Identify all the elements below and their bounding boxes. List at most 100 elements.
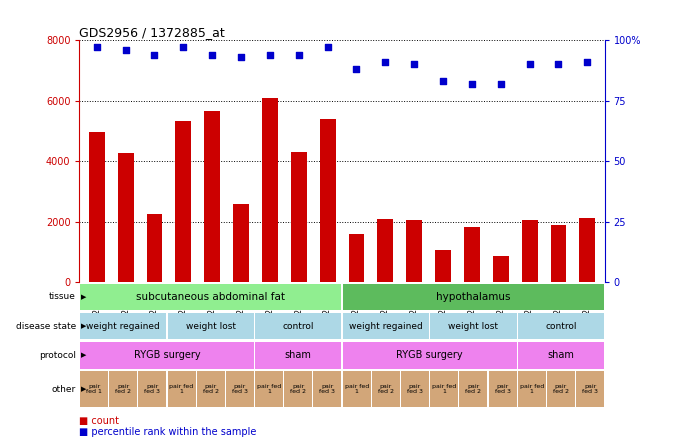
Bar <box>320 119 336 282</box>
Text: pair
fed 2: pair fed 2 <box>553 384 569 394</box>
Bar <box>168 371 196 407</box>
Text: ▶: ▶ <box>81 323 86 329</box>
Text: pair
fed 3: pair fed 3 <box>495 384 511 394</box>
Point <box>236 53 247 60</box>
Text: pair
fed 2: pair fed 2 <box>290 384 306 394</box>
Bar <box>168 313 254 339</box>
Text: RYGB surgery: RYGB surgery <box>133 350 200 360</box>
Text: control: control <box>283 321 314 330</box>
Bar <box>518 371 546 407</box>
Bar <box>377 219 393 282</box>
Bar <box>518 342 604 369</box>
Text: ▶: ▶ <box>81 386 86 392</box>
Text: pair
fed 3: pair fed 3 <box>144 384 160 394</box>
Bar <box>430 313 516 339</box>
Text: pair
fed 2: pair fed 2 <box>202 384 219 394</box>
Text: pair fed
1: pair fed 1 <box>432 384 456 394</box>
Text: other: other <box>52 385 76 393</box>
Bar <box>343 342 516 369</box>
Text: ▶: ▶ <box>81 294 86 300</box>
Bar <box>579 218 595 282</box>
Text: weight lost: weight lost <box>186 321 236 330</box>
Bar <box>80 371 108 407</box>
Bar <box>343 284 604 310</box>
Bar <box>233 204 249 282</box>
Text: pair
fed 2: pair fed 2 <box>465 384 482 394</box>
Bar <box>138 371 167 407</box>
Bar <box>284 371 312 407</box>
Text: pair
fed 2: pair fed 2 <box>115 384 131 394</box>
Bar <box>226 371 254 407</box>
Text: hypothalamus: hypothalamus <box>436 292 511 302</box>
Point <box>553 61 564 68</box>
Text: GDS2956 / 1372885_at: GDS2956 / 1372885_at <box>79 26 225 39</box>
Bar <box>430 371 458 407</box>
Text: pair
fed 3: pair fed 3 <box>319 384 335 394</box>
Bar <box>372 371 400 407</box>
Text: weight regained: weight regained <box>349 321 423 330</box>
Bar <box>518 313 604 339</box>
Point <box>91 44 102 51</box>
Point <box>582 58 593 65</box>
Point <box>437 78 448 85</box>
Bar <box>489 371 516 407</box>
Text: sham: sham <box>285 350 312 360</box>
Bar <box>117 153 133 282</box>
Text: pair fed
1: pair fed 1 <box>257 384 281 394</box>
Bar <box>109 371 138 407</box>
Bar <box>493 256 509 282</box>
Text: ■ percentile rank within the sample: ■ percentile rank within the sample <box>79 427 257 437</box>
Point <box>265 51 276 58</box>
Text: tissue: tissue <box>49 293 76 301</box>
Text: pair
fed 3: pair fed 3 <box>407 384 423 394</box>
Text: pair
fed 1: pair fed 1 <box>86 384 102 394</box>
Bar <box>576 371 604 407</box>
Point <box>293 51 304 58</box>
Bar <box>205 111 220 282</box>
Bar <box>255 371 283 407</box>
Bar <box>406 220 422 282</box>
Text: RYGB surgery: RYGB surgery <box>396 350 463 360</box>
Bar <box>343 371 370 407</box>
Text: pair
fed 3: pair fed 3 <box>232 384 248 394</box>
Text: weight lost: weight lost <box>448 321 498 330</box>
Bar <box>197 371 225 407</box>
Text: sham: sham <box>547 350 574 360</box>
Point <box>466 80 477 87</box>
Point <box>149 51 160 58</box>
Bar <box>547 371 575 407</box>
Bar <box>314 371 341 407</box>
Text: control: control <box>545 321 576 330</box>
Point <box>380 58 391 65</box>
Bar <box>464 227 480 282</box>
Text: ▶: ▶ <box>81 352 86 358</box>
Text: pair
fed 3: pair fed 3 <box>582 384 598 394</box>
Bar <box>435 250 451 282</box>
Bar <box>80 284 341 310</box>
Bar <box>291 152 307 282</box>
Bar <box>89 132 105 282</box>
Text: pair fed
1: pair fed 1 <box>169 384 193 394</box>
Text: protocol: protocol <box>39 351 76 360</box>
Bar <box>255 342 341 369</box>
Bar <box>522 220 538 282</box>
Point <box>495 80 507 87</box>
Text: pair fed
1: pair fed 1 <box>345 384 369 394</box>
Text: subcutaneous abdominal fat: subcutaneous abdominal fat <box>136 292 285 302</box>
Text: pair
fed 2: pair fed 2 <box>378 384 394 394</box>
Text: pair fed
1: pair fed 1 <box>520 384 544 394</box>
Bar <box>401 371 429 407</box>
Bar <box>176 121 191 282</box>
Text: weight regained: weight regained <box>86 321 160 330</box>
Bar <box>80 313 167 339</box>
Point <box>524 61 535 68</box>
Point <box>178 44 189 51</box>
Bar <box>80 342 254 369</box>
Point <box>120 46 131 53</box>
Point <box>408 61 419 68</box>
Bar <box>343 313 429 339</box>
Bar <box>460 371 487 407</box>
Bar <box>255 313 341 339</box>
Bar <box>146 214 162 282</box>
Bar <box>262 98 278 282</box>
